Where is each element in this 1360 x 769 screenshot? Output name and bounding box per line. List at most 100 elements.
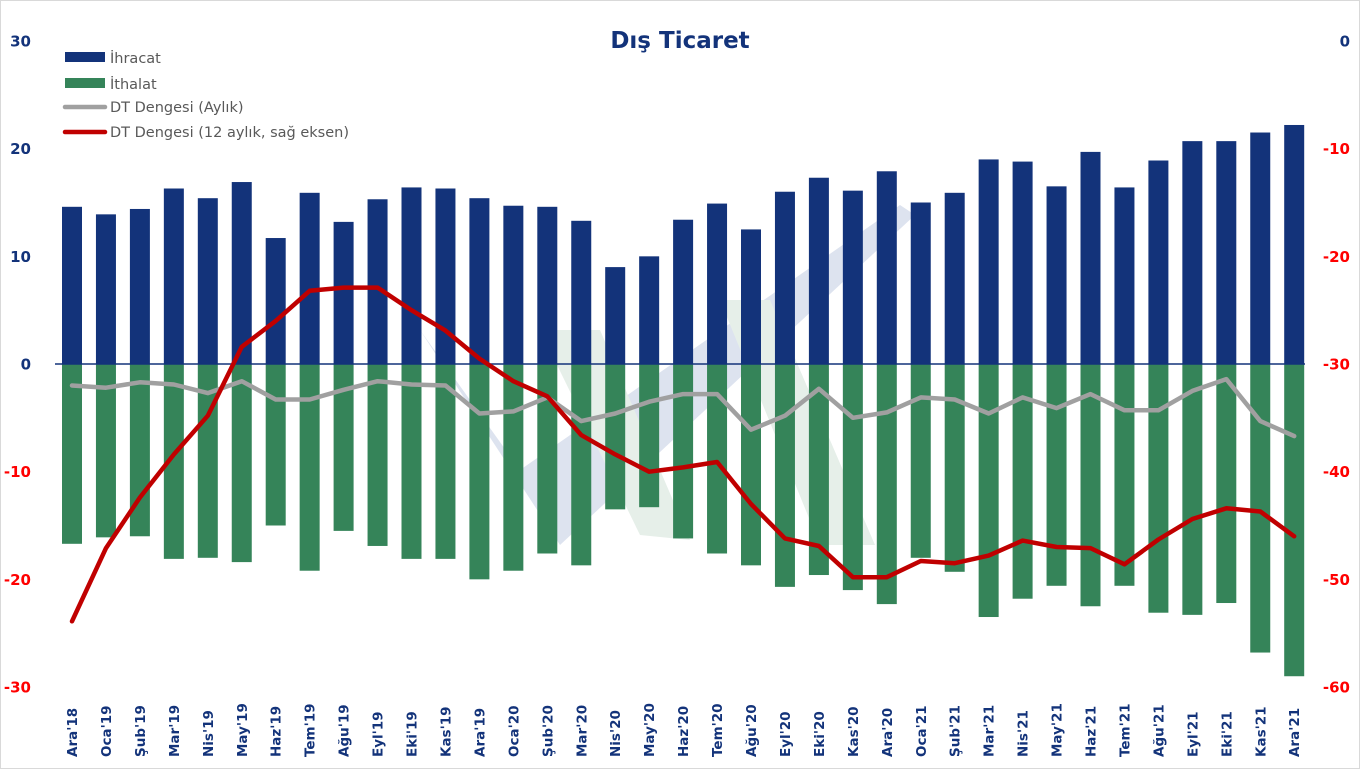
x-axis-tick: Eki'20: [812, 711, 828, 757]
import-bar: [877, 364, 897, 604]
x-axis-tick: Nis'20: [608, 710, 624, 757]
import-bar: [368, 364, 388, 546]
export-bar: [1250, 133, 1270, 364]
import-bar: [945, 364, 965, 572]
import-bar: [62, 364, 82, 544]
legend-label-12m-balance: DT Dengesi (12 aylık, sağ eksen): [110, 125, 349, 141]
export-bar: [503, 206, 523, 364]
x-axis-tick: Eyl'21: [1185, 711, 1201, 757]
export-bar: [96, 214, 116, 364]
import-bar: [96, 364, 116, 537]
import-bar: [979, 364, 999, 617]
import-bar: [1047, 364, 1067, 586]
left-axis: 3020100-10-20-30: [4, 33, 31, 697]
x-axis-tick: Nis'19: [201, 710, 217, 757]
x-axis-tick: Tem'20: [710, 703, 726, 757]
import-bar: [843, 364, 863, 590]
right-axis-tick: -40: [1323, 463, 1350, 481]
x-axis-tick: Eyl'19: [371, 711, 387, 757]
export-bar: [707, 204, 727, 364]
x-axis-tick: Ara'18: [65, 708, 81, 757]
x-axis-tick: Şub'19: [133, 705, 149, 757]
legend-item-imports[interactable]: İthalat: [65, 75, 157, 93]
legend-item-exports[interactable]: İhracat: [65, 49, 161, 67]
x-axis-tick: Ağu'19: [337, 704, 353, 757]
chart-title: Dış Ticaret: [610, 28, 749, 54]
import-bar: [402, 364, 422, 559]
export-bar: [1148, 161, 1168, 364]
import-bar: [1284, 364, 1304, 676]
export-bar: [300, 193, 320, 364]
right-axis-tick: -20: [1323, 248, 1350, 266]
export-bar: [1047, 186, 1067, 364]
x-axis-tick: Ara'20: [880, 708, 896, 757]
export-bar: [198, 198, 218, 364]
legend: İhracat İthalat DT Dengesi (Aylık) DT De…: [65, 49, 349, 141]
import-bars: [62, 364, 1304, 676]
export-bar: [911, 203, 931, 365]
legend-label-exports: İhracat: [110, 49, 161, 67]
import-bar: [469, 364, 489, 579]
legend-swatch-imports: [65, 78, 105, 88]
export-bar: [266, 238, 286, 364]
import-bar: [266, 364, 286, 526]
x-axis-tick: Mar'19: [167, 705, 183, 757]
left-axis-tick: 20: [10, 140, 31, 158]
right-axis-tick: -50: [1323, 571, 1350, 589]
x-axis-tick: Tem'21: [1117, 703, 1133, 757]
export-bar: [673, 220, 693, 364]
import-bar: [605, 364, 625, 509]
watermark-logo: [420, 205, 915, 545]
import-bar: [1216, 364, 1236, 603]
export-bar: [334, 222, 354, 364]
import-bar: [1182, 364, 1202, 615]
left-axis-tick: -10: [4, 463, 31, 481]
export-bars: [62, 125, 1304, 364]
export-bar: [741, 229, 761, 364]
right-axis-tick: -30: [1323, 356, 1350, 374]
right-axis: 0-10-20-30-40-50-60: [1323, 33, 1350, 697]
export-bar: [877, 171, 897, 364]
x-axis-tick: Kas'21: [1253, 706, 1269, 757]
x-axis-tick: Ara'21: [1287, 708, 1303, 757]
export-bar: [1013, 162, 1033, 364]
import-bar: [911, 364, 931, 558]
legend-label-imports: İthalat: [110, 75, 157, 93]
x-axis-tick: Eki'21: [1219, 711, 1235, 757]
right-axis-tick: 0: [1340, 33, 1350, 51]
export-bar: [571, 221, 591, 364]
export-bar: [164, 189, 184, 364]
import-bar: [1081, 364, 1101, 606]
import-bar: [1148, 364, 1168, 613]
export-bar: [1114, 187, 1134, 364]
legend-item-12m-balance[interactable]: DT Dengesi (12 aylık, sağ eksen): [65, 125, 349, 141]
right-axis-tick: -60: [1323, 679, 1350, 697]
legend-item-monthly-balance[interactable]: DT Dengesi (Aylık): [65, 100, 244, 116]
left-axis-tick: 30: [10, 33, 31, 51]
x-axis-tick: Kas'20: [846, 706, 862, 757]
export-bar: [843, 191, 863, 364]
export-bar: [130, 209, 150, 364]
import-bar: [741, 364, 761, 565]
x-axis-tick: Haz'21: [1084, 706, 1100, 757]
export-bar: [1182, 141, 1202, 364]
import-bar: [775, 364, 795, 587]
import-bar: [673, 364, 693, 538]
x-axis-tick: May'21: [1050, 703, 1066, 757]
left-axis-tick: -30: [4, 679, 31, 697]
import-bar: [1114, 364, 1134, 586]
x-axis-tick: May'20: [642, 703, 658, 757]
x-axis-tick: Şub'20: [540, 705, 556, 757]
export-bar: [979, 159, 999, 364]
import-bar: [300, 364, 320, 571]
export-bar: [775, 192, 795, 364]
legend-label-monthly-balance: DT Dengesi (Aylık): [110, 100, 244, 116]
x-axis-tick: May'19: [235, 703, 251, 757]
export-bar: [469, 198, 489, 364]
export-bar: [1216, 141, 1236, 364]
left-axis-tick: 10: [10, 248, 31, 266]
export-bar: [62, 207, 82, 364]
export-bar: [1081, 152, 1101, 364]
export-bar: [402, 187, 422, 364]
